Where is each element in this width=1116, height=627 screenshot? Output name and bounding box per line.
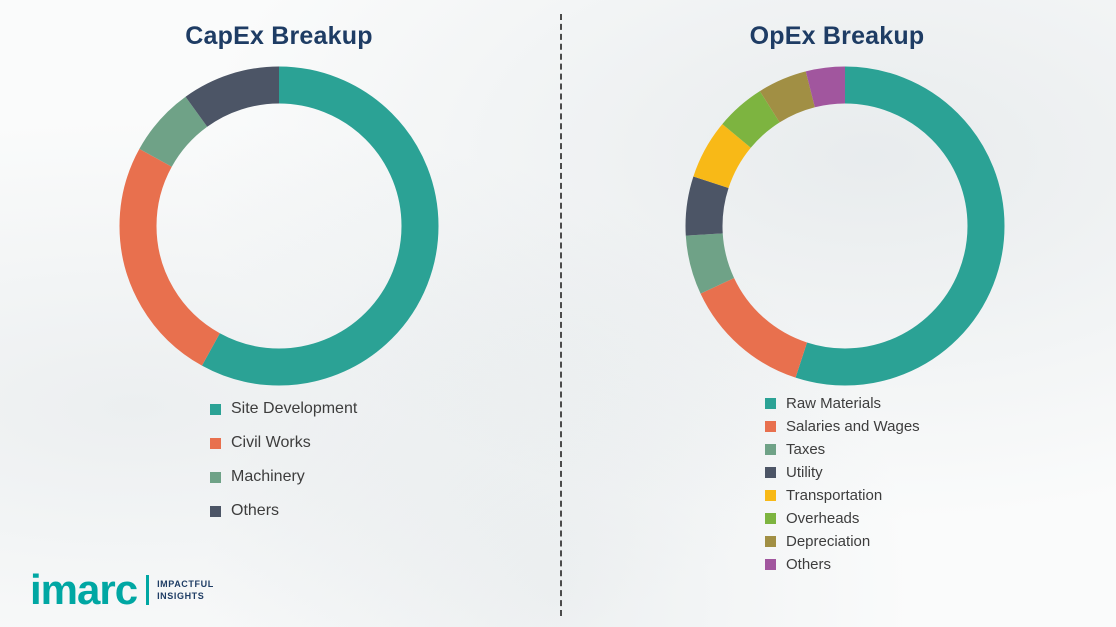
opex-donut-svg — [685, 66, 1005, 386]
legend-item: Depreciation — [765, 530, 920, 553]
capex-donut-chart — [119, 66, 439, 386]
legend-swatch — [210, 505, 221, 517]
imarc-logo-divider-bar — [146, 575, 150, 605]
opex-panel: OpEx Breakup Raw Materials Salaries and W… — [558, 0, 1116, 627]
legend-swatch — [210, 403, 221, 415]
legend-label: Machinery — [231, 468, 305, 485]
legend-item: Machinery — [210, 460, 357, 494]
legend-label: Civil Works — [231, 434, 311, 451]
legend-label: Others — [231, 502, 280, 519]
legend-item: Salaries and Wages — [765, 415, 920, 438]
legend-swatch — [765, 513, 776, 524]
legend-item: Site Development — [210, 392, 357, 426]
legend-swatch — [765, 444, 776, 455]
capex-title: CapEx Breakup — [185, 22, 373, 50]
donut-segment-civil-works — [119, 66, 439, 386]
imarc-logo-tagline: IMPACTFUL INSIGHTS — [157, 578, 214, 602]
opex-title: OpEx Breakup — [749, 22, 925, 50]
legend-label: Utility — [786, 464, 823, 481]
divider-dashed-line — [560, 14, 562, 616]
legend-label: Taxes — [786, 441, 826, 458]
legend-swatch — [765, 467, 776, 478]
legend-item: Civil Works — [210, 426, 357, 460]
opex-legend: Raw Materials Salaries and Wages Taxes Util… — [765, 392, 920, 576]
legend-item: Taxes — [765, 438, 920, 461]
legend-item: Others — [210, 494, 357, 528]
legend-swatch — [210, 437, 221, 449]
legend-item: Utility — [765, 461, 920, 484]
imarc-logo: imarc IMPACTFUL INSIGHTS — [30, 569, 214, 611]
legend-swatch — [765, 490, 776, 501]
legend-label: Site Development — [231, 400, 358, 417]
legend-swatch — [765, 559, 776, 570]
imarc-logo-wordmark: imarc — [30, 566, 138, 613]
donut-segment-utility — [685, 66, 1005, 386]
legend-label: Transportation — [786, 487, 883, 504]
capex-panel: CapEx Breakup Site Development Civil Work… — [119, 22, 439, 528]
legend-label: Raw Materials — [786, 395, 882, 412]
donut-segment-others — [119, 66, 439, 386]
legend-item: Transportation — [765, 484, 920, 507]
legend-swatch — [210, 471, 221, 483]
legend-swatch — [765, 398, 776, 409]
legend-label: Depreciation — [786, 533, 871, 550]
capex-donut-svg — [119, 66, 439, 386]
legend-item: Overheads — [765, 507, 920, 530]
legend-label: Salaries and Wages — [786, 418, 920, 435]
legend-item: Others — [765, 553, 920, 576]
legend-item: Raw Materials — [765, 392, 920, 415]
imarc-tagline-line1: IMPACTFUL — [157, 578, 214, 589]
capex-legend: Site Development Civil Works Machinery Othe… — [210, 392, 357, 528]
opex-donut-chart — [685, 66, 1005, 386]
donut-segment-others — [685, 66, 1005, 386]
legend-label: Overheads — [786, 510, 860, 527]
imarc-tagline-line2: INSIGHTS — [157, 591, 205, 601]
legend-label: Others — [786, 556, 832, 573]
legend-swatch — [765, 536, 776, 547]
legend-swatch — [765, 421, 776, 432]
